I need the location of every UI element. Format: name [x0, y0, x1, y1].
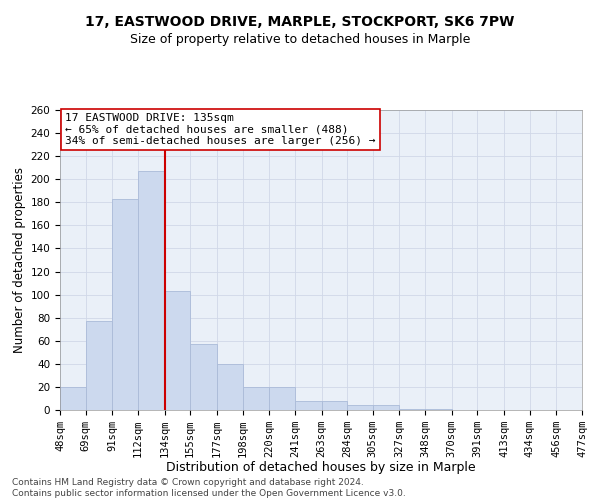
Bar [190, 344, 217, 410]
Bar [347, 406, 373, 410]
Bar [138, 171, 164, 410]
Bar [60, 387, 86, 410]
Bar [269, 387, 295, 410]
Text: 17, EASTWOOD DRIVE, MARPLE, STOCKPORT, SK6 7PW: 17, EASTWOOD DRIVE, MARPLE, STOCKPORT, S… [85, 15, 515, 29]
Bar [86, 321, 112, 410]
Bar [295, 401, 322, 410]
Y-axis label: Number of detached properties: Number of detached properties [13, 167, 26, 353]
Bar [373, 406, 400, 410]
Bar [322, 401, 347, 410]
Bar [217, 364, 242, 410]
Text: 17 EASTWOOD DRIVE: 135sqm
← 65% of detached houses are smaller (488)
34% of semi: 17 EASTWOOD DRIVE: 135sqm ← 65% of detac… [65, 113, 376, 146]
X-axis label: Distribution of detached houses by size in Marple: Distribution of detached houses by size … [166, 462, 476, 474]
Text: Size of property relative to detached houses in Marple: Size of property relative to detached ho… [130, 32, 470, 46]
Bar [400, 409, 425, 410]
Bar [112, 199, 138, 410]
Text: Contains HM Land Registry data © Crown copyright and database right 2024.
Contai: Contains HM Land Registry data © Crown c… [12, 478, 406, 498]
Bar [242, 387, 269, 410]
Bar [164, 291, 190, 410]
Bar [425, 409, 452, 410]
